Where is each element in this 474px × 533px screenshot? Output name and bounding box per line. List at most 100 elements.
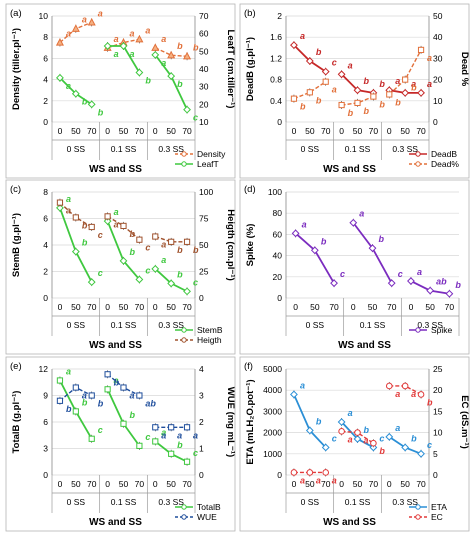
data-point — [167, 279, 176, 288]
data-point — [183, 424, 191, 431]
legend-entry: LeafT — [197, 159, 219, 169]
y-left-axis-title: StemB (g.pl⁻¹) — [11, 213, 22, 277]
x-tick-label: 70 — [387, 302, 397, 312]
y-left-tick-label: 2 — [43, 267, 48, 277]
significance-label: c — [145, 432, 150, 442]
legend-entry: Heigth — [197, 335, 222, 345]
significance-label: b — [193, 42, 199, 52]
x-group-label: 0 SS — [301, 144, 320, 154]
x-tick-label: 50 — [166, 302, 176, 312]
significance-label: b — [177, 41, 183, 51]
significance-label: a — [316, 475, 321, 485]
data-point — [87, 17, 96, 26]
x-tick-label: 50 — [425, 302, 435, 312]
significance-label: a — [114, 34, 119, 44]
x-group-label: 0.3 SS — [392, 144, 418, 154]
y-left-tick-label: 0 — [43, 293, 48, 303]
significance-label: c — [145, 243, 150, 253]
x-tick-label: 50 — [353, 479, 363, 489]
x-tick-label: 50 — [166, 126, 176, 136]
y-right-tick-label: 2 — [199, 417, 204, 427]
y-left-tick-label: 1.2 — [270, 53, 282, 63]
legend-entry: Dead% — [431, 159, 459, 169]
x-group-label: 0.1 SS — [111, 497, 137, 507]
data-point — [71, 247, 80, 256]
significance-label: b — [364, 106, 370, 116]
x-tick-label: 0 — [153, 302, 158, 312]
x-tick-label: 70 — [445, 302, 455, 312]
y-left-tick-label: 0 — [43, 117, 48, 127]
data-point — [168, 450, 175, 457]
significance-label: a — [395, 76, 400, 86]
x-tick-label: 70 — [87, 479, 97, 489]
y-right-tick-label: 0 — [433, 470, 438, 480]
data-point — [136, 442, 143, 449]
data-point — [310, 246, 319, 255]
data-point — [56, 199, 64, 206]
significance-label: a — [395, 389, 400, 399]
data-point — [88, 392, 95, 399]
data-point — [354, 99, 361, 107]
significance-label: b — [364, 76, 370, 86]
y-left-tick-label: 3 — [43, 444, 48, 454]
x-tick-label: 70 — [321, 126, 331, 136]
x-tick-label: 50 — [305, 479, 315, 489]
x-tick-label: 50 — [71, 302, 81, 312]
x-tick-label: 0 — [153, 126, 158, 136]
y-left-tick-label: 20 — [273, 272, 283, 282]
data-point — [338, 101, 345, 109]
y-left-tick-label: 1.6 — [270, 32, 282, 42]
x-tick-label: 70 — [87, 302, 97, 312]
data-point — [103, 217, 112, 226]
significance-label: b — [379, 446, 385, 456]
y-right-tick-label: 0 — [199, 293, 204, 303]
data-point — [401, 443, 410, 452]
significance-label: a — [98, 8, 103, 18]
significance-label: c — [398, 269, 403, 279]
significance-label: a — [161, 427, 166, 437]
x-group-label: 0 SS — [301, 497, 320, 507]
legend-entry: EC — [431, 512, 443, 522]
x-tick-label: 0 — [58, 479, 63, 489]
significance-label: a — [114, 375, 119, 385]
x-tick-label: 50 — [71, 126, 81, 136]
y-left-tick-label: 0 — [277, 117, 282, 127]
panel-label: (f) — [244, 361, 253, 372]
y-right-tick-label: 60 — [199, 29, 209, 39]
y-right-tick-label: 5 — [433, 449, 438, 459]
y-left-tick-label: 4 — [43, 75, 48, 85]
significance-label: a — [161, 255, 166, 265]
y-left-tick-label: 100 — [268, 187, 282, 197]
y-right-tick-label: 50 — [199, 240, 209, 250]
y-left-tick-label: 2 — [43, 96, 48, 106]
significance-label: ab — [145, 399, 156, 409]
significance-label: b — [348, 108, 354, 118]
data-point — [71, 89, 80, 98]
significance-label: a — [66, 194, 71, 204]
panel-border — [239, 356, 470, 532]
series-deadb: abc ab b a a a — [290, 31, 432, 97]
y-left-tick-label: 8 — [43, 32, 48, 42]
y-left-tick-label: 0 — [277, 293, 282, 303]
significance-label: a — [364, 436, 369, 446]
significance-label: a — [66, 81, 71, 91]
data-point — [104, 371, 111, 378]
data-point — [168, 238, 175, 245]
data-point — [353, 435, 362, 443]
legend-marker — [415, 504, 421, 510]
significance-label: b — [177, 79, 183, 89]
y-left-tick-label: 4000 — [263, 385, 282, 395]
x-tick-label: 0 — [351, 302, 356, 312]
data-point — [72, 214, 79, 221]
data-point — [338, 428, 345, 435]
x-axis-title: WS and SS — [89, 340, 142, 351]
significance-label: a — [411, 79, 416, 89]
data-point — [136, 392, 143, 399]
x-axis-title: WS and SS — [89, 517, 142, 528]
x-group-label: 0.3 SS — [158, 144, 184, 154]
x-tick-label: 50 — [119, 302, 129, 312]
